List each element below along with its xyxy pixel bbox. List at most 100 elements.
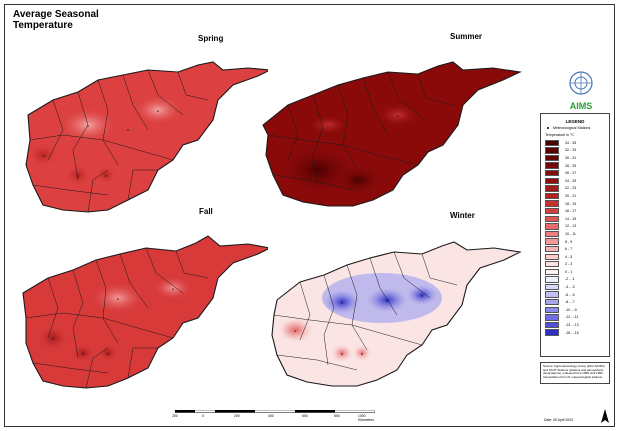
legend-label: -14 - -13	[565, 323, 579, 328]
legend-swatch	[545, 245, 559, 253]
legend-title: LEGEND	[565, 119, 585, 124]
panel-title-winter: Winter	[450, 211, 475, 220]
legend-swatch	[545, 261, 559, 268]
legend-label: 22 - 23	[565, 186, 577, 191]
legend-swatch	[545, 306, 559, 314]
legend-row: 2 - 3	[545, 261, 609, 269]
legend-row: 0 - 1	[545, 268, 609, 276]
un-emblem-icon	[569, 71, 593, 95]
legend-label: 24 - 25	[565, 178, 577, 183]
legend-swatch	[545, 283, 559, 291]
fall-map	[22, 235, 268, 389]
legend-row: -2 - -1	[545, 276, 609, 284]
north-arrow-icon	[601, 409, 609, 423]
legend-swatch	[545, 139, 559, 146]
legend-swatch	[545, 223, 559, 230]
station-dot-icon	[547, 127, 549, 130]
legend-classes: 34 - 35 32 - 33 30 - 31 28 - 29 26 - 27 24 - …	[541, 139, 609, 336]
legend-row: 16 - 17	[545, 207, 609, 215]
source-note: Source: Agrometeorology Group (FAO-SCIPA…	[540, 362, 610, 384]
scale-label: 0	[202, 414, 204, 418]
legend-row: -14 - -13	[545, 321, 609, 329]
legend-row: 18 - 19	[545, 200, 609, 208]
legend-row: 4 - 5	[545, 253, 609, 261]
legend-swatch	[545, 329, 559, 336]
logo-text: AIMS	[569, 101, 593, 111]
legend-swatch	[545, 169, 559, 177]
date-label: Date: 30 April 2003	[544, 418, 573, 422]
legend-station: Meteorological Stations	[547, 126, 609, 130]
legend-row: 22 - 23	[545, 185, 609, 193]
legend-label: 34 - 35	[565, 140, 577, 145]
legend-row: -8 - -7	[545, 298, 609, 306]
legend-label: 16 - 17	[565, 209, 577, 214]
legend-row: 8 - 9	[545, 238, 609, 246]
legend-row: 34 - 35	[545, 139, 609, 147]
legend-label: 8 - 9	[565, 239, 573, 244]
legend-label: -6 - -5	[565, 292, 575, 297]
legend-row: -6 - -5	[545, 291, 609, 299]
legend-swatch	[545, 207, 559, 215]
legend-row: 6 - 7	[545, 245, 609, 253]
legend-label: 26 - 27	[565, 171, 577, 176]
legend-row: -10 - -9	[545, 306, 609, 314]
legend-swatch	[545, 253, 559, 260]
legend-label: -16 - -15	[565, 330, 579, 335]
legend-label: 10 - 11	[565, 231, 576, 236]
legend-label: 2 - 3	[565, 262, 573, 267]
legend-station-label: Meteorological Stations	[553, 126, 591, 130]
scale-label: 200	[234, 414, 240, 418]
legend-label: -10 - -9	[565, 307, 577, 312]
legend-row: 32 - 33	[545, 147, 609, 155]
legend-subtitle: Temperature in °C	[545, 133, 575, 137]
scale-label: 1000 Kilometers	[358, 414, 375, 422]
legend-row: 26 - 27	[545, 169, 609, 177]
legend-label: 32 - 33	[565, 148, 577, 153]
legend-label: -12 - -11	[565, 315, 579, 320]
scale-label: 400	[268, 414, 274, 418]
spring-map	[25, 61, 268, 213]
summer-map	[262, 61, 522, 207]
legend-swatch	[545, 200, 559, 207]
legend-label: 14 - 15	[565, 216, 577, 221]
winter-map	[271, 241, 522, 387]
legend-row: 10 - 11	[545, 230, 609, 238]
panel-title-spring: Spring	[198, 34, 224, 43]
legend-row: 12 - 13	[545, 223, 609, 231]
legend-label: -8 - -7	[565, 300, 575, 305]
legend-row: -16 - -15	[545, 329, 609, 337]
scale-label: 600	[302, 414, 308, 418]
legend-row: 14 - 15	[545, 215, 609, 223]
legend-swatch	[545, 147, 559, 154]
legend-row: 30 - 31	[545, 154, 609, 162]
legend-row: -12 - -11	[545, 314, 609, 322]
legend-swatch	[545, 162, 559, 169]
panel-title-fall: Fall	[199, 207, 213, 216]
legend-swatch	[545, 215, 559, 222]
legend-row: 20 - 21	[545, 192, 609, 200]
legend-swatch	[545, 177, 559, 184]
aims-logo: AIMS	[561, 70, 601, 111]
map-frame	[4, 4, 615, 427]
legend-label: 6 - 7	[565, 247, 573, 252]
legend-label: 18 - 19	[565, 201, 577, 206]
scale-bar	[175, 410, 375, 413]
legend: LEGEND Meteorological Stations Temperatu…	[540, 113, 610, 357]
legend-label: 0 - 1	[565, 269, 573, 274]
legend-label: 30 - 31	[565, 155, 577, 160]
scale-label: 200	[172, 414, 178, 418]
legend-swatch	[545, 238, 559, 245]
legend-swatch	[545, 276, 559, 283]
map-title: Average Seasonal Temperature	[13, 9, 99, 31]
legend-swatch	[545, 314, 559, 321]
legend-swatch	[545, 291, 559, 298]
legend-swatch	[545, 321, 559, 329]
legend-swatch	[545, 299, 559, 306]
legend-swatch	[545, 268, 559, 276]
panel-title-summer: Summer	[450, 32, 483, 41]
legend-label: -4 - -3	[565, 285, 575, 290]
legend-row: 28 - 29	[545, 162, 609, 170]
legend-label: 12 - 13	[565, 224, 577, 229]
legend-swatch	[545, 154, 559, 162]
legend-row: -4 - -3	[545, 283, 609, 291]
